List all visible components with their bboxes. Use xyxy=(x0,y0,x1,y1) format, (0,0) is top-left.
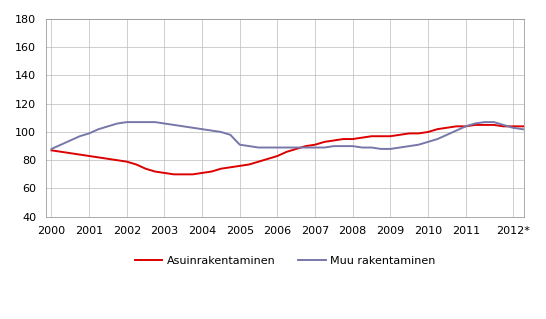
Muu rakentaminen xyxy=(227,133,234,137)
Line: Muu rakentaminen: Muu rakentaminen xyxy=(51,54,546,149)
Legend: Asuinrakentaminen, Muu rakentaminen: Asuinrakentaminen, Muu rakentaminen xyxy=(130,252,440,271)
Muu rakentaminen xyxy=(48,147,55,151)
Muu rakentaminen xyxy=(265,145,271,149)
Asuinrakentaminen xyxy=(265,157,271,161)
Asuinrakentaminen xyxy=(48,148,55,152)
Line: Asuinrakentaminen: Asuinrakentaminen xyxy=(51,122,546,193)
Muu rakentaminen xyxy=(529,129,535,132)
Asuinrakentaminen xyxy=(529,124,535,128)
Asuinrakentaminen xyxy=(227,165,234,169)
